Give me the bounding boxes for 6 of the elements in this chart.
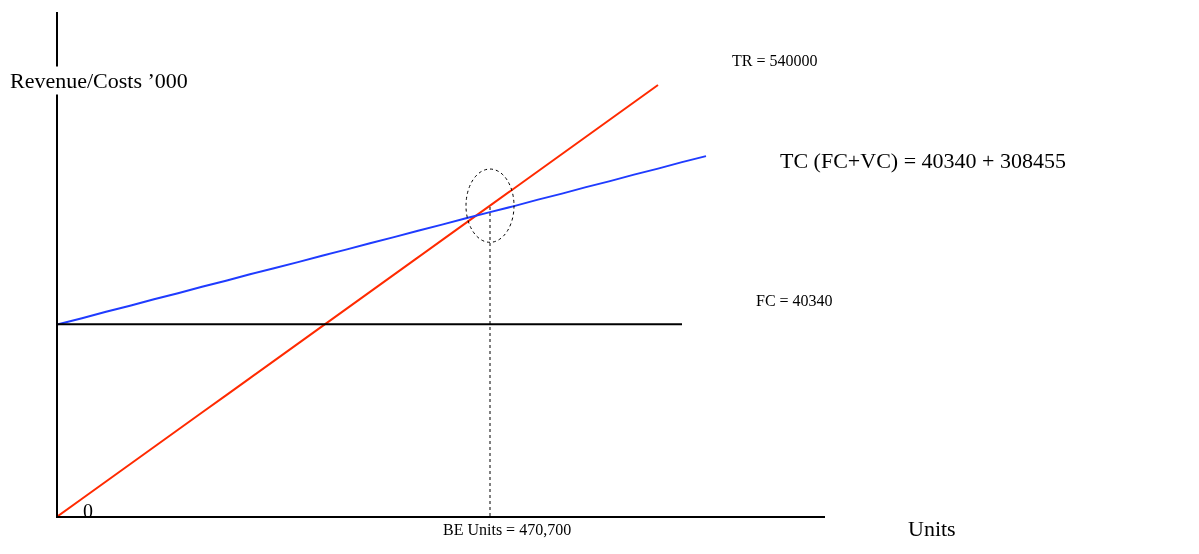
text: FC = 40340 xyxy=(756,292,833,309)
text: TC (FC+VC) = 40340 + 308455 xyxy=(780,148,1066,173)
text: TR = 540000 xyxy=(732,52,818,69)
y-axis-title: Revenue/Costs ’000 xyxy=(10,68,188,93)
text: BE Units = 470,700 xyxy=(443,521,572,538)
x-axis-title: Units xyxy=(908,516,956,541)
